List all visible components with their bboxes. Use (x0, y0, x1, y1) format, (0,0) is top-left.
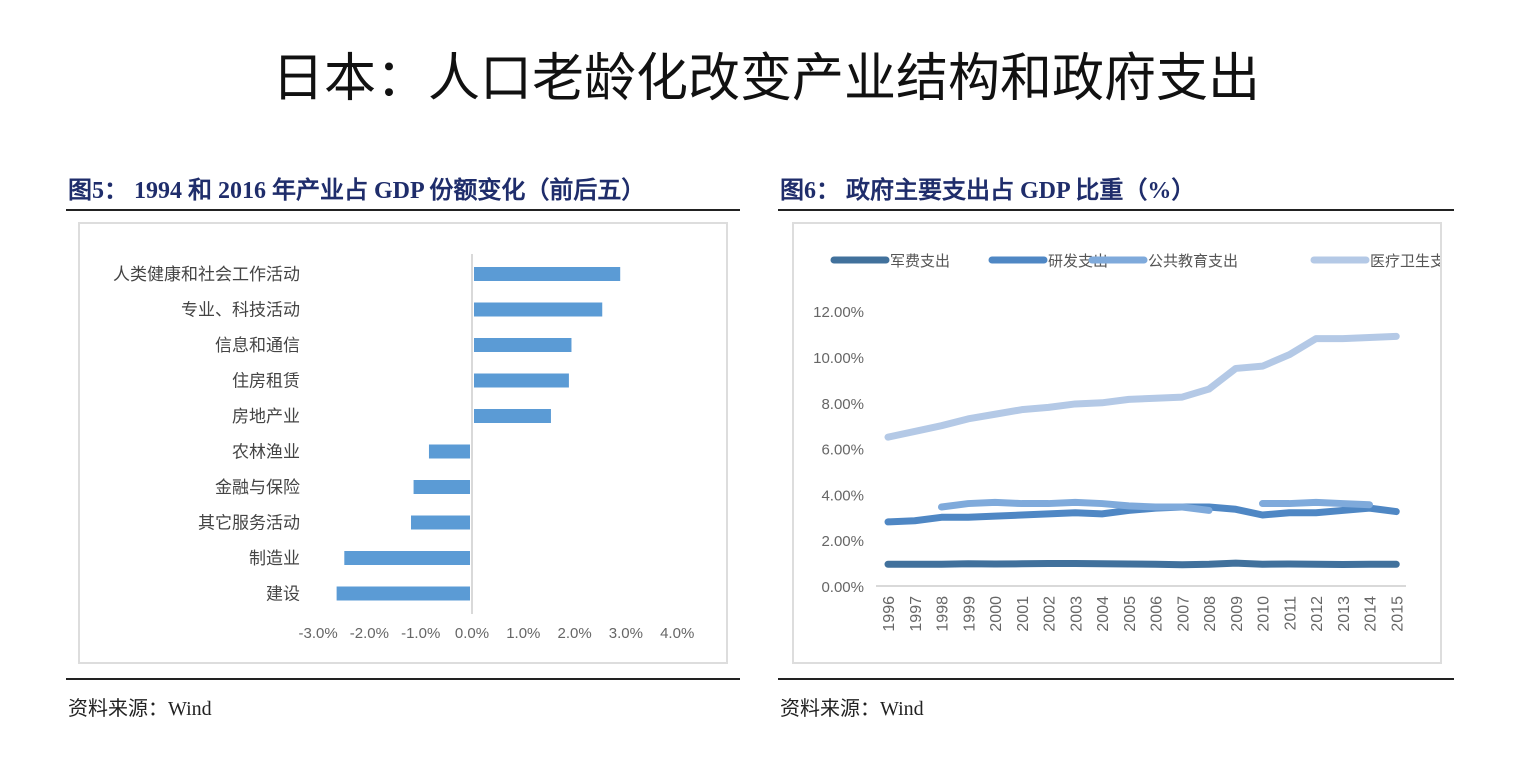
bar (336, 586, 470, 601)
x-tick-label: 2012 (1309, 596, 1326, 632)
line-chart: 0.00% 2.00% 4.00% 6.00% 8.00% 10.00% 12.00% 199… (813, 253, 1460, 632)
category-label: 信息和通信 (215, 336, 300, 355)
y-tick-label: 8.00% (821, 396, 864, 413)
category-label: 建设 (266, 585, 300, 604)
bar (344, 551, 470, 565)
x-tick-label: -1.0% (401, 625, 440, 642)
category-label: 制造业 (249, 549, 300, 568)
bar (474, 302, 603, 317)
x-tick-label: 3.0% (609, 625, 643, 642)
category-label: 房地产业 (232, 407, 300, 426)
y-tick-label: 2.00% (821, 533, 864, 550)
legend-label: 医疗卫生支出 (1370, 253, 1440, 270)
bar (428, 444, 470, 459)
category-label: 农林渔业 (232, 443, 300, 462)
y-tick-label: 12.00% (813, 304, 864, 321)
figure5-title: 图5： 1994 和 2016 年产业占 GDP 份额变化（前后五） (68, 178, 646, 204)
bar (411, 515, 470, 530)
bar (413, 480, 470, 494)
y-tick-label: 6.00% (821, 442, 864, 459)
bar-chart: 人类健康和社会工作活动专业、科技活动信息和通信住房租赁房地产业农林渔业金融与保险… (113, 254, 694, 642)
line-chart-panel: 0.00% 2.00% 4.00% 6.00% 8.00% 10.00% 12.00% 199… (792, 222, 1460, 664)
source-note: 资料来源：Wind (780, 698, 924, 720)
y-tick-label: 4.00% (821, 487, 864, 504)
category-label: 其它服务活动 (198, 514, 300, 533)
x-tick-label: 2010 (1256, 596, 1273, 632)
figure6-title: 图6： 政府主要支出占 GDP 比重（%） (780, 178, 1196, 204)
x-tick-label: 2.0% (557, 625, 591, 642)
series-line (884, 559, 1400, 569)
x-tick-label: 2004 (1095, 596, 1112, 632)
x-tick-label: 1997 (908, 596, 925, 632)
x-tick-label: 1.0% (506, 625, 540, 642)
x-tick-label: -2.0% (350, 625, 389, 642)
x-tick-label: 2005 (1122, 596, 1139, 632)
divider (778, 209, 1454, 211)
legend-label: 公共教育支出 (1148, 253, 1238, 270)
x-tick-label: 2007 (1175, 596, 1192, 632)
x-tick-label: 2009 (1229, 596, 1246, 632)
bar (474, 373, 569, 388)
x-tick-label: -3.0% (299, 625, 338, 642)
x-tick-label: 0.0% (455, 625, 489, 642)
x-tick-label: 2013 (1336, 596, 1353, 632)
divider (66, 209, 740, 211)
y-tick-label: 0.00% (821, 579, 864, 596)
x-tick-label: 1999 (961, 596, 978, 632)
x-tick-label: 2002 (1042, 596, 1059, 632)
y-tick-label: 10.00% (813, 350, 864, 367)
category-label: 人类健康和社会工作活动 (113, 265, 300, 284)
page-title: 日本：人口老龄化改变产业结构和政府支出 (271, 51, 1260, 108)
x-tick-label: 2015 (1389, 596, 1406, 632)
series-line (938, 498, 1373, 514)
bar (474, 338, 572, 352)
source-note: 资料来源：Wind (68, 698, 212, 720)
category-label: 住房租赁 (232, 372, 300, 391)
divider (778, 678, 1454, 680)
x-tick-label: 2014 (1363, 596, 1380, 632)
divider (66, 678, 740, 680)
bar (474, 409, 551, 423)
x-tick-label: 1996 (881, 596, 898, 632)
x-tick-label: 4.0% (660, 625, 694, 642)
x-tick-label: 2000 (988, 596, 1005, 632)
x-tick-label: 2001 (1015, 596, 1032, 632)
x-tick-label: 2008 (1202, 596, 1219, 632)
x-tick-label: 2003 (1068, 596, 1085, 632)
legend-label: 军费支出 (890, 253, 950, 270)
bar-chart-panel: 人类健康和社会工作活动专业、科技活动信息和通信住房租赁房地产业农林渔业金融与保险… (78, 222, 728, 664)
bar (474, 267, 621, 281)
category-label: 金融与保险 (215, 478, 300, 497)
x-tick-label: 2011 (1282, 596, 1299, 631)
x-tick-label: 1998 (935, 596, 952, 632)
category-label: 专业、科技活动 (181, 301, 300, 320)
x-tick-label: 2006 (1149, 596, 1166, 632)
series-line (884, 332, 1400, 441)
